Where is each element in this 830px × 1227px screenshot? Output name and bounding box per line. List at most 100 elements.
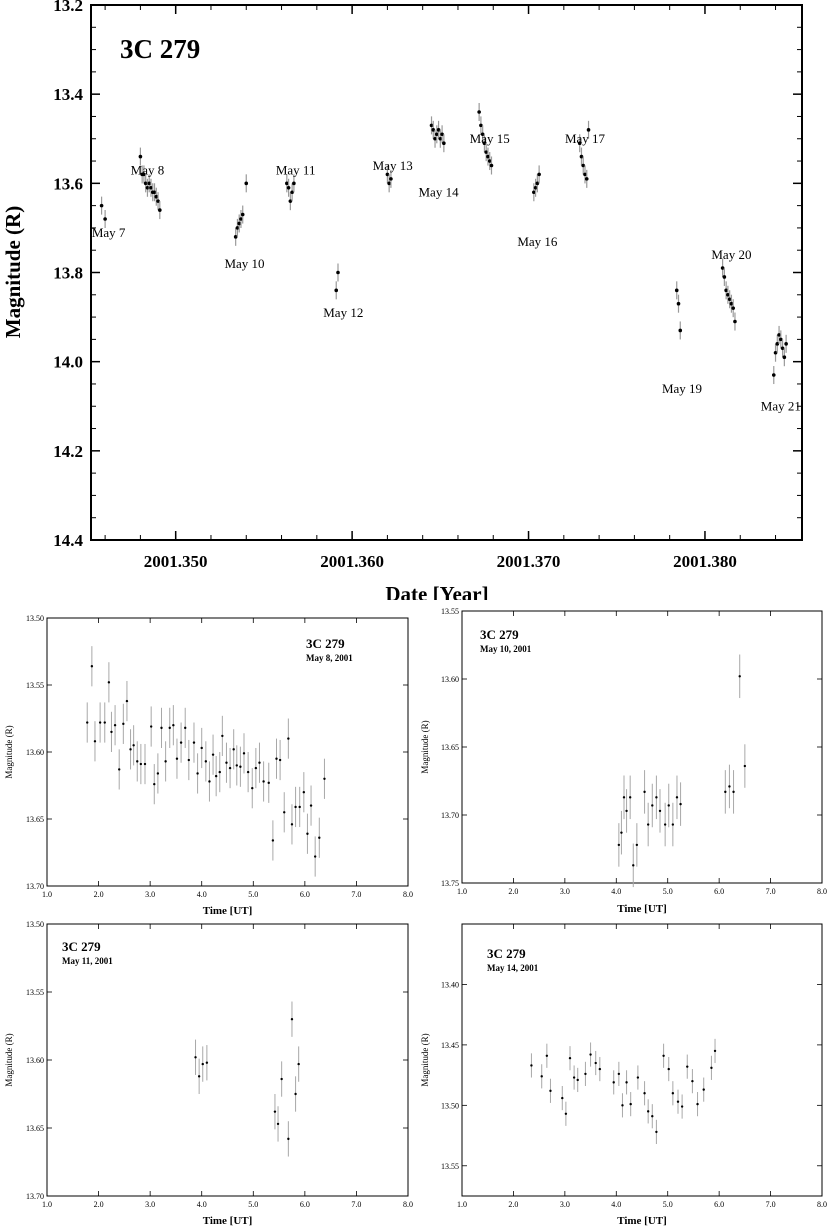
- x-tick-label: 2001.380: [673, 552, 737, 571]
- data-point: [535, 181, 540, 186]
- data-point: [275, 757, 278, 760]
- x-tick-label: 1.0: [457, 887, 467, 896]
- data-point: [187, 758, 191, 762]
- y-tick-label: 13.8: [53, 264, 83, 283]
- data-point: [244, 181, 249, 186]
- data-point: [139, 762, 143, 766]
- data-point: [678, 328, 683, 333]
- data-point: [667, 804, 670, 807]
- data-point: [671, 823, 675, 826]
- data-point: [625, 1081, 628, 1084]
- data-point: [287, 737, 290, 740]
- data-point: [646, 823, 650, 826]
- y-tick-label: 13.55: [441, 607, 459, 616]
- y-tick-label: 13.65: [26, 1124, 44, 1133]
- data-point: [572, 1076, 576, 1079]
- data-point: [773, 350, 778, 355]
- data-point: [288, 199, 293, 203]
- data-point: [143, 762, 147, 766]
- data-point: [211, 753, 215, 756]
- data-point: [184, 726, 187, 730]
- data-point: [336, 270, 340, 275]
- data-point: [276, 1122, 280, 1126]
- data-point: [686, 1065, 689, 1068]
- x-tick-label: 1.0: [42, 1200, 52, 1209]
- x-tick-label: 2001.370: [497, 552, 561, 571]
- x-axis-label: Time [UT]: [617, 1215, 667, 1227]
- data-point: [158, 208, 162, 212]
- panel-subtitle: May 11, 2001: [62, 956, 113, 966]
- x-tick-label: 6.0: [714, 1200, 724, 1209]
- data-point: [440, 132, 444, 137]
- y-axis-label: Magnitude (R): [4, 725, 14, 778]
- data-point: [239, 765, 242, 768]
- x-tick-label: 3.0: [145, 890, 155, 899]
- x-tick-label: 6.0: [300, 1200, 310, 1209]
- data-point: [710, 1066, 713, 1070]
- main-light-curve-chart: 13.2 13.4 13.6 13.8 14.0 14.2 14.4 2001.350 2001…: [1, 0, 803, 600]
- data-point: [235, 226, 240, 230]
- y-tick-label: 13.65: [26, 815, 44, 824]
- data-point: [598, 1067, 602, 1071]
- data-point: [309, 804, 313, 807]
- data-point: [143, 181, 148, 186]
- data-point: [729, 301, 734, 306]
- data-point: [323, 777, 326, 780]
- panel-subtitle: May 8, 2001: [306, 653, 353, 663]
- y-tick-label: 14.0: [53, 353, 83, 372]
- x-tick-label: 3.0: [560, 887, 570, 896]
- date-annotation: May 20: [711, 247, 751, 262]
- data-point: [545, 1054, 549, 1057]
- data-point: [628, 796, 632, 799]
- data-point: [731, 306, 735, 310]
- data-point: [533, 185, 538, 190]
- data-point: [429, 123, 434, 128]
- data-point: [225, 761, 228, 764]
- data-point: [204, 760, 208, 763]
- y-tick-label: 14.2: [53, 442, 83, 461]
- data-point: [138, 154, 143, 159]
- data-point: [532, 190, 536, 195]
- date-annotation: May 7: [92, 225, 126, 240]
- y-tick-label: 13.65: [441, 743, 459, 752]
- data-point: [680, 1105, 684, 1108]
- data-point: [612, 1081, 615, 1084]
- date-annotation: May 11: [276, 162, 316, 177]
- data-point: [724, 790, 727, 794]
- data-point: [153, 782, 156, 786]
- data-point: [732, 790, 735, 794]
- y-tick-label: 13.55: [26, 681, 44, 690]
- data-point: [221, 734, 224, 738]
- data-point: [200, 746, 203, 750]
- y-tick-label: 13.75: [441, 879, 459, 888]
- data-point: [147, 181, 152, 186]
- y-axis-label: Magnitude (R): [1, 206, 25, 338]
- data-point: [208, 780, 211, 783]
- data-point: [278, 758, 282, 762]
- data-point: [228, 766, 232, 770]
- data-point: [489, 163, 494, 168]
- data-point: [334, 288, 339, 293]
- data-point: [290, 823, 294, 826]
- x-tick-label: 5.0: [248, 1200, 258, 1209]
- data-point: [579, 154, 584, 159]
- panel-title: 3C 279: [487, 946, 526, 961]
- data-point: [586, 128, 591, 132]
- x-tick-label: 8.0: [403, 1200, 413, 1209]
- y-tick-label: 13.60: [26, 748, 44, 757]
- data-point: [431, 128, 436, 132]
- y-tick-label: 13.70: [441, 811, 459, 820]
- data-point: [589, 1053, 592, 1056]
- y-tick-label: 13.50: [441, 1101, 459, 1110]
- data-point: [103, 721, 106, 724]
- data-point: [482, 141, 487, 146]
- data-point: [561, 1096, 564, 1100]
- data-point: [643, 1092, 646, 1095]
- data-point: [254, 766, 258, 770]
- date-annotation: May 14: [419, 185, 460, 200]
- data-point: [142, 172, 146, 177]
- data-point: [636, 1076, 640, 1079]
- data-point: [122, 722, 125, 726]
- data-point: [782, 355, 787, 360]
